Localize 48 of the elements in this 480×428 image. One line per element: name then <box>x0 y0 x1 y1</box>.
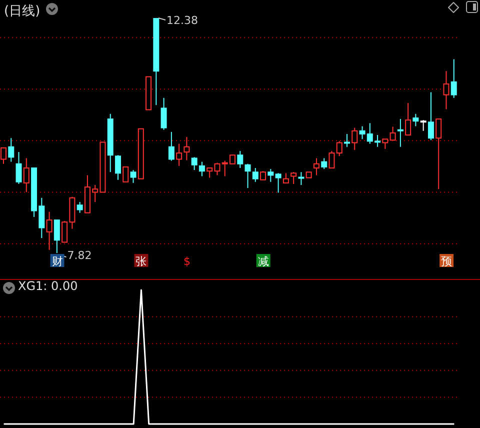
candlestick <box>16 151 22 184</box>
candlestick <box>450 58 457 98</box>
candlestick <box>405 102 412 136</box>
candlestick <box>390 126 396 141</box>
candlestick <box>122 166 129 182</box>
candlestick <box>412 113 419 127</box>
candlestick <box>328 150 335 168</box>
candlestick <box>268 168 274 182</box>
candlestick <box>252 167 258 182</box>
candlestick <box>198 161 205 177</box>
candlestick <box>352 127 358 150</box>
candlestick <box>321 158 328 170</box>
text: 减 <box>258 255 269 268</box>
candlestick <box>176 143 182 166</box>
candlestick <box>344 133 350 148</box>
candlestick <box>382 138 388 150</box>
candlestick <box>8 138 14 162</box>
candlestick <box>397 118 404 148</box>
text: 预 <box>441 255 452 268</box>
candlestick <box>160 97 167 130</box>
candlestick <box>336 140 342 157</box>
candlestick <box>420 120 426 132</box>
candlestick <box>313 158 320 176</box>
candlestick <box>168 131 174 162</box>
candlestick <box>244 163 251 189</box>
candlestick <box>290 172 297 184</box>
candlestick <box>191 156 198 171</box>
candlestick <box>184 136 190 161</box>
annotation: 12.38 <box>166 14 198 27</box>
candlestick <box>436 118 442 190</box>
chart-title: (日线) <box>4 3 40 20</box>
text: $ <box>184 255 191 268</box>
candlestick <box>275 172 282 194</box>
text: 张 <box>136 255 147 268</box>
candlestick <box>237 150 244 168</box>
candlestick <box>282 172 289 184</box>
candlestick <box>443 70 450 110</box>
candlestick <box>130 170 136 184</box>
candlestick <box>298 172 304 186</box>
candlestick <box>76 201 83 214</box>
candlestick <box>46 211 52 250</box>
annotation: 7.82 <box>67 249 92 262</box>
candlestick <box>23 158 30 193</box>
candlestick <box>428 92 434 141</box>
text: 财 <box>52 255 63 268</box>
candlestick <box>115 154 121 180</box>
chart-title: XG1: 0.00 <box>18 279 78 293</box>
candlestick <box>54 220 60 253</box>
